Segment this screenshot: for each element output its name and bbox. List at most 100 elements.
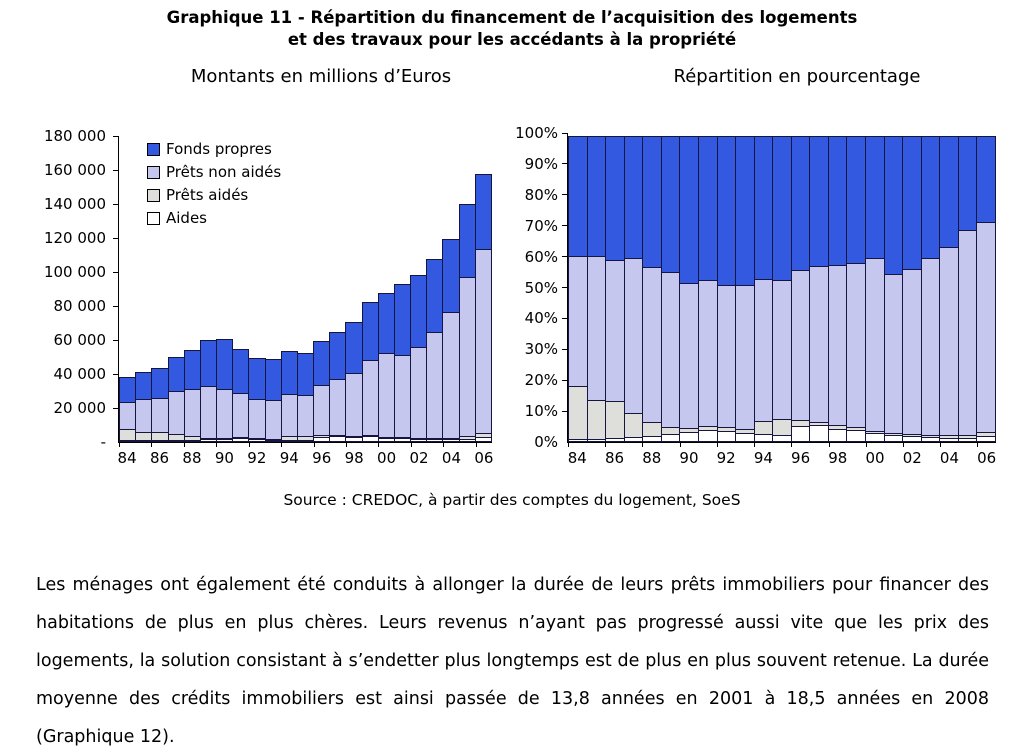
bar-segment [902,268,922,436]
bar-1989 [199,136,218,442]
legend-swatch-icon [147,212,160,225]
bar-segment [167,390,185,435]
bar-segment [846,429,866,442]
x-axis-tick [443,442,445,447]
x-axis-tick [642,442,644,447]
x-tick-label: 92 [247,449,267,467]
bar-2002 [410,136,428,442]
bars-area [119,136,492,442]
bar-segment [135,399,153,433]
bar-segment [216,338,234,390]
bar-segment [920,437,941,442]
bar-segment [329,379,347,436]
bar-segment [183,349,201,391]
bar-segment [957,229,978,436]
y-tick-label: 60 000 [53,331,107,349]
source-caption: Source : CREDOC, à partir des comptes du… [283,491,741,509]
x-axis-tick [865,442,867,447]
bar-1986 [151,136,169,442]
bar-segment [939,246,959,437]
bar-1990 [216,136,234,442]
bar-2003 [920,133,941,442]
bar-segment [605,136,625,261]
y-tick-label: 70% [524,216,558,235]
y-tick-label: 120 000 [43,229,106,247]
bar-segment [865,433,885,442]
y-tick-label: 80 000 [53,297,107,315]
legend-item-label: Fonds propres [166,140,272,158]
bar-segment [361,360,379,437]
legend-item-label: Prêts aidés [166,186,249,204]
bar-segment [976,221,996,433]
bar-segment [264,399,282,440]
bar-1984 [119,136,137,442]
x-axis-tick [378,442,380,447]
bar-2002 [902,133,922,442]
bar-segment [377,437,395,442]
body-paragraph: Les ménages ont également été conduits à… [36,575,989,747]
bar-1990 [679,133,699,442]
y-axis-tick [562,256,567,258]
bar-segment [735,433,755,442]
bar-segment [735,136,755,286]
bar-segment [329,435,347,442]
bar-segment [790,136,811,271]
x-tick-label: 06 [474,449,494,467]
bar-segment [296,439,315,442]
bar-segment [605,401,625,439]
x-axis-tick [828,442,830,447]
y-tick-label: 40% [524,309,558,328]
y-axis-tick [562,132,567,134]
bar-segment [920,136,941,260]
y-axis-tick [113,135,118,137]
y-axis-tick [562,225,567,227]
bar-segment [393,438,412,442]
bar-segment [697,430,718,442]
bar-segment [772,279,792,420]
bar-segment [264,439,282,442]
bar-segment [313,341,331,387]
bar-segment [135,372,153,401]
x-axis-tick [475,442,477,447]
bar-segment [920,258,941,436]
bar-segment [167,440,185,442]
y-tick-label: 180 000 [43,127,106,145]
bar-segment [846,262,866,429]
bar-1985 [586,133,607,442]
bar-2004 [442,136,460,442]
x-axis-tick [151,442,153,447]
bar-segment [248,438,266,442]
legend-swatch-icon [147,143,160,156]
bar-segment [586,136,607,258]
bar-1987 [623,133,644,442]
x-axis-tick [940,442,942,447]
bar-1998 [827,133,848,442]
y-tick-label: 0% [534,433,558,451]
bar-segment [345,322,363,374]
x-axis-tick [605,442,607,447]
percentage-chart: 0% 10% 20% 30% 40% 50% 60% 70% 80% 90% 100% 84 86 88 9… [515,124,996,467]
bar-segment [296,353,315,397]
bar-2006 [474,136,492,442]
bar-segment [280,439,298,442]
x-tick-label: 90 [214,449,234,467]
bar-1991 [697,133,718,442]
y-tick-label: 100 000 [43,263,106,281]
bar-segment [642,267,662,424]
bar-segment [679,432,699,442]
x-tick-label: 04 [441,449,461,467]
bar-segment [280,351,298,395]
bar-segment [827,264,848,427]
bar-segment [280,393,298,438]
x-tick-label: 02 [409,449,429,467]
bar-segment [442,239,460,314]
y-axis-tick [113,203,118,205]
bar-2000 [865,133,885,442]
bar-segment [883,135,904,275]
bar-segment [216,438,234,442]
bar-segment [716,431,737,442]
bar-segment [151,367,169,399]
x-tick-label: 00 [377,449,397,467]
x-axis-tick [119,442,120,447]
